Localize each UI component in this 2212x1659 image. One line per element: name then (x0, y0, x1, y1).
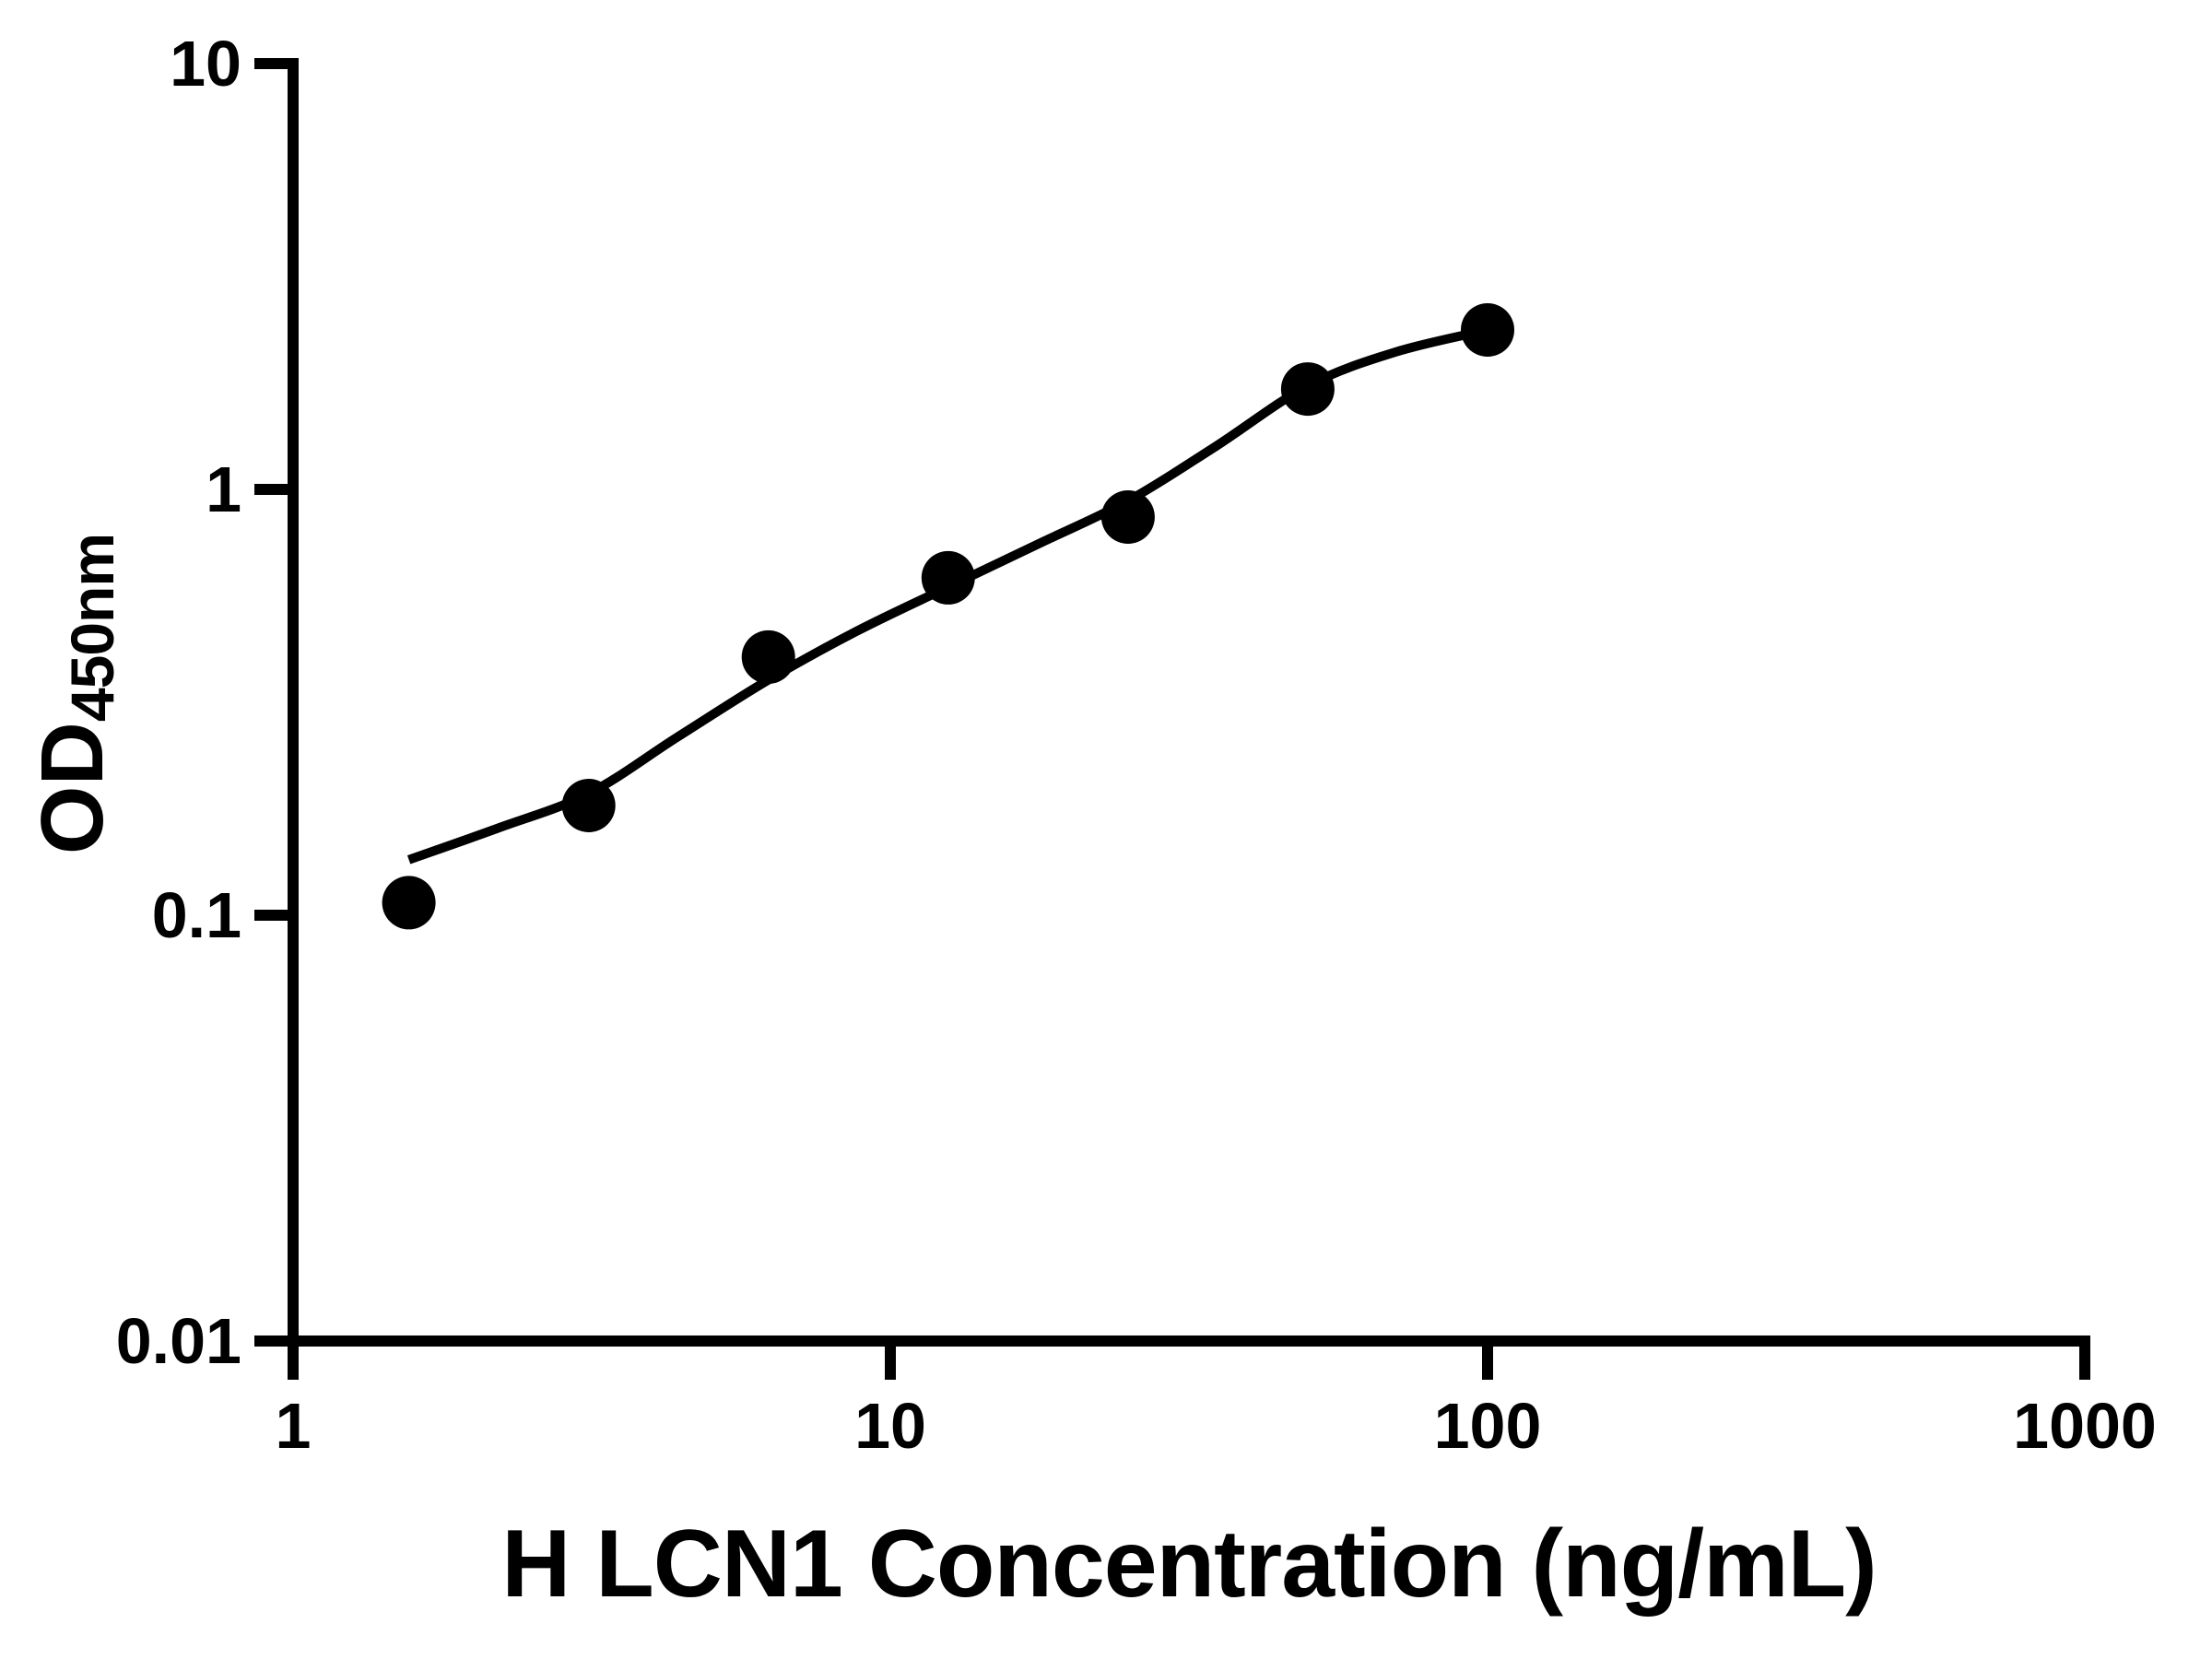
y-tick-label-0.1: 0.1 (151, 879, 241, 951)
y-axis-title: OD450nm (23, 533, 126, 854)
data-point-100ng (1461, 303, 1514, 357)
x-tick-label-10: 10 (854, 1390, 926, 1462)
y-tick-label-10: 10 (170, 28, 241, 100)
x-tick-label-100: 100 (1433, 1390, 1542, 1462)
axes (288, 58, 2090, 1347)
data-point-3.125ng (561, 779, 616, 832)
x-axis-title: H LCN1 Concentration (ng/mL) (501, 1511, 1877, 1618)
data-point-1.5625ng (382, 876, 436, 930)
data-points (382, 303, 1514, 930)
data-point-25ng (1100, 490, 1155, 544)
x-tick-label-1000: 1000 (2013, 1390, 2157, 1462)
y-axis-title-main: OD (23, 722, 122, 855)
y-axis-title-sub: 450nm (58, 533, 126, 723)
axis-ticks (254, 58, 2090, 1380)
y-tick-label-1: 1 (206, 453, 241, 525)
data-point-50ng (1280, 362, 1335, 417)
data-point-6.25ng (741, 629, 795, 684)
y-tick-label-0.01: 0.01 (115, 1305, 241, 1377)
x-tick-label-1: 1 (275, 1390, 312, 1462)
data-point-12.5ng (921, 550, 975, 605)
